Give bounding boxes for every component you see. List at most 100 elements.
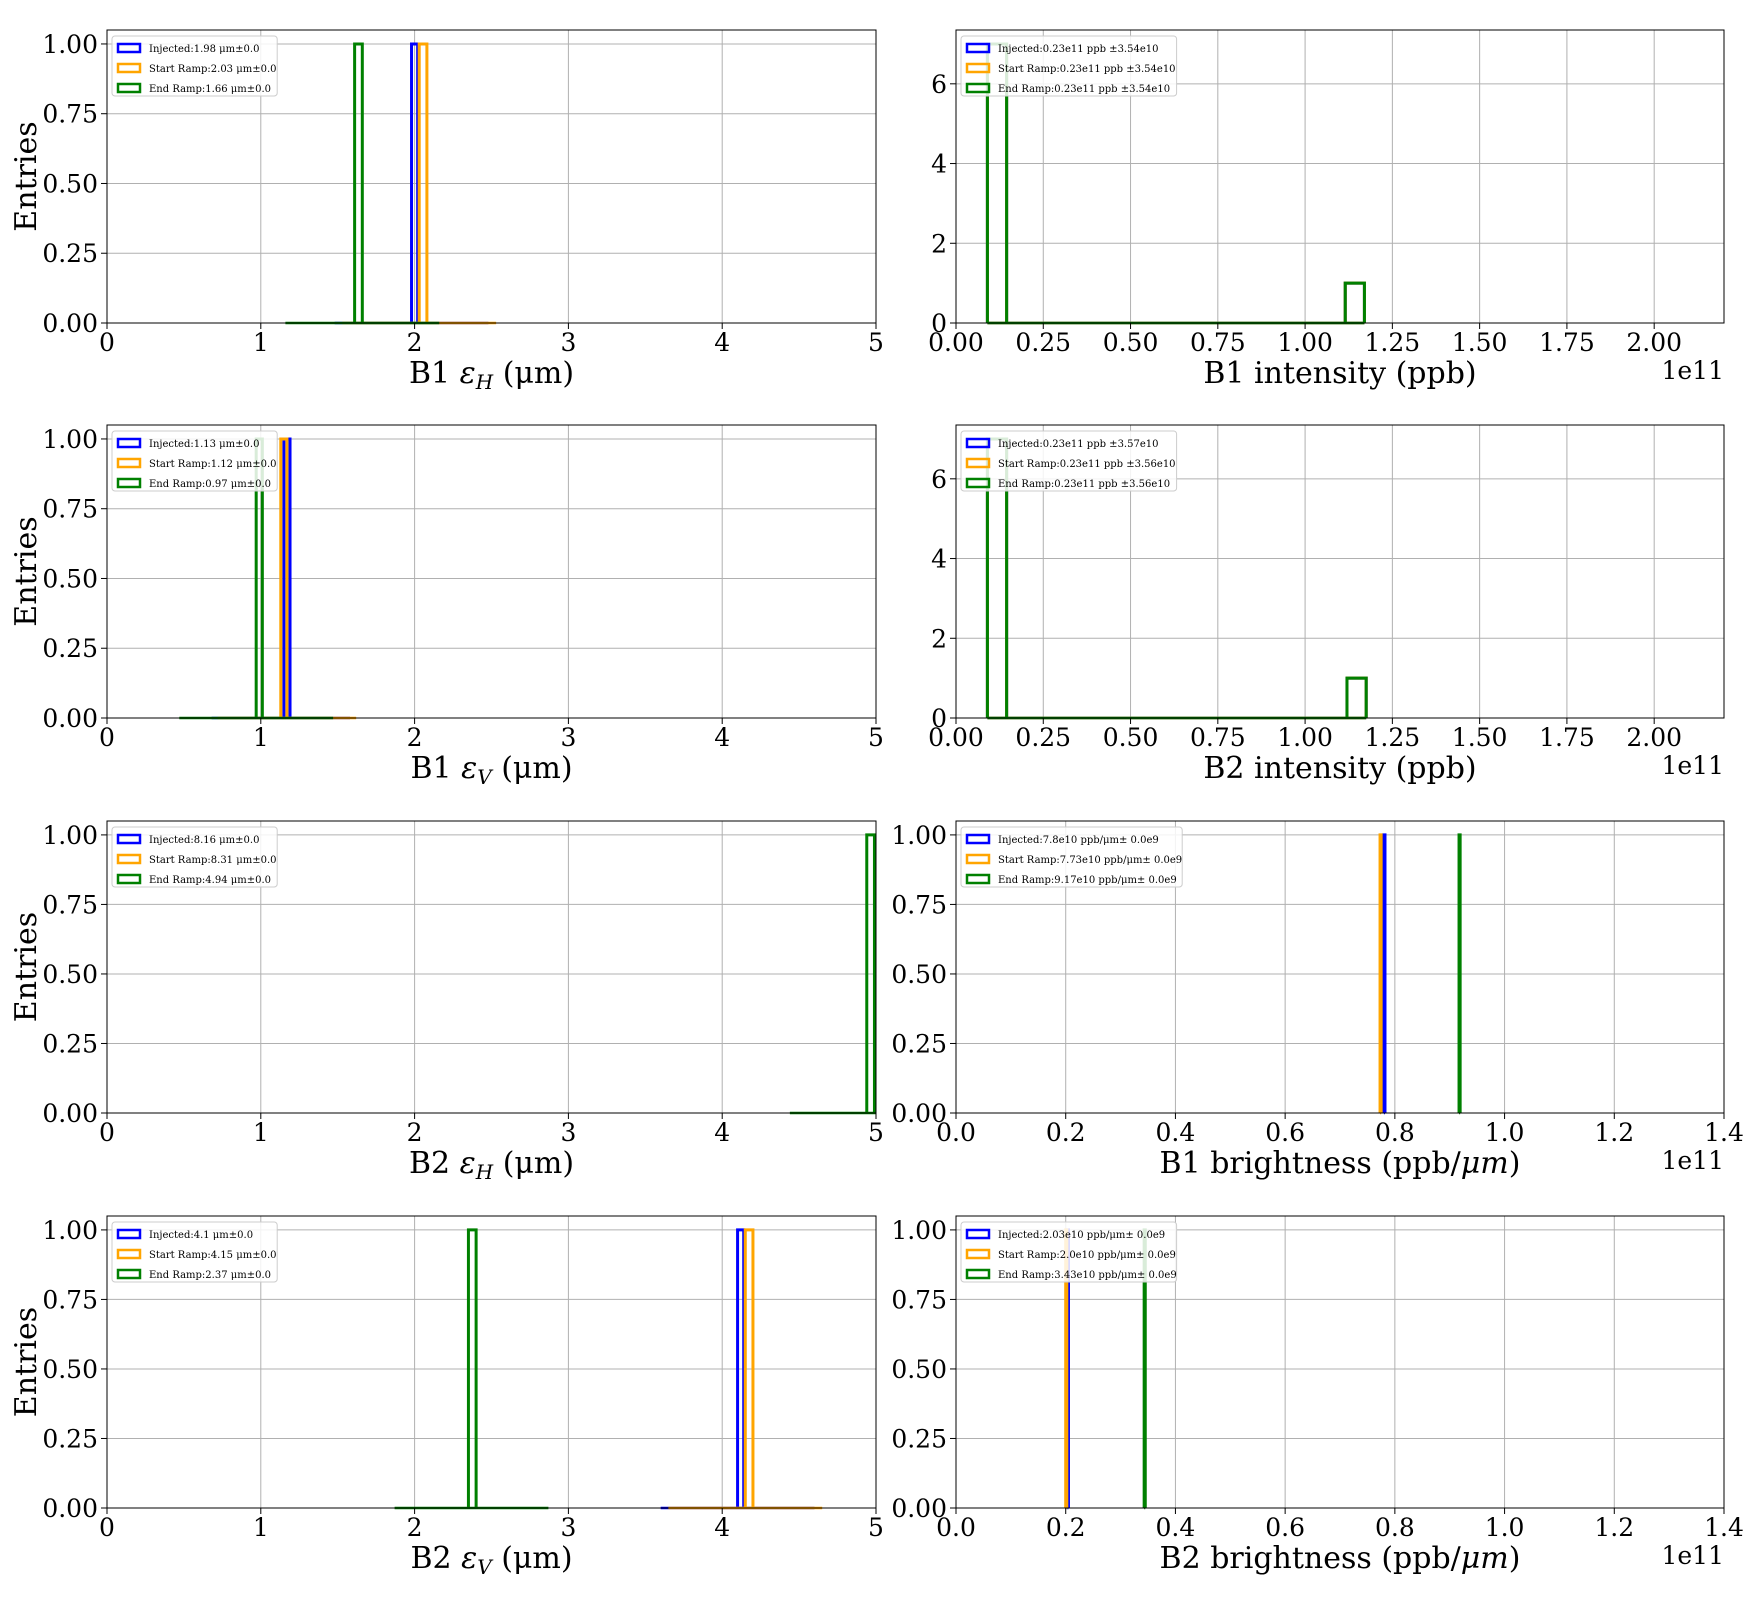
legend-swatch <box>965 1268 991 1280</box>
legend-frame <box>111 1221 278 1283</box>
y-tick-label: 2 <box>931 624 947 653</box>
x-axis-label-main: B2 brightness (ppb/ <box>1160 1541 1462 1576</box>
x-tick-label: 5 <box>868 723 884 752</box>
y-tick-label: 1.00 <box>42 1216 98 1245</box>
x-axis-label: B1 εH (μm) <box>409 356 574 394</box>
x-tick-label: 1.4 <box>1704 1118 1744 1147</box>
legend-swatch <box>116 1228 142 1240</box>
x-tick-label: 0.25 <box>1015 723 1071 752</box>
x-axis-label-unit: (μm) <box>492 751 573 786</box>
panel-3: 0 1 2 3 4 5 0.00 0.25 0.50 0.75 1.00 B1 εV (μm) Entr… <box>9 424 884 789</box>
y-tick-label: 2 <box>931 229 947 258</box>
x-tick-label: 1.25 <box>1365 723 1421 752</box>
x-axis-offset-label: 1e11 <box>1661 751 1724 780</box>
x-tick-label: 3 <box>560 1513 576 1542</box>
legend-entry: End Ramp:9.17e10 ppb/μm± 0.0e9 <box>998 875 1177 886</box>
histogram-bar <box>417 42 429 323</box>
legend-swatch <box>965 873 991 885</box>
x-axis-label: B2 εH (μm) <box>409 1146 574 1184</box>
histogram-bar <box>466 1228 478 1508</box>
x-tick-label: 0.25 <box>1015 328 1071 357</box>
x-tick-label: 2.00 <box>1626 328 1682 357</box>
panel-2: 0.00 0.25 0.50 0.75 1.00 1.25 1.50 1.75 2.00 0 2 4 6… <box>928 29 1725 391</box>
axes-frame <box>955 1215 1725 1509</box>
x-tick-label: 1.75 <box>1539 723 1595 752</box>
x-tick-label: 2 <box>407 723 423 752</box>
x-axis-label-symbol: ε <box>460 1146 476 1181</box>
y-tick-label: 0.25 <box>42 1029 98 1058</box>
legend-frame <box>960 1221 1178 1283</box>
y-tick-label: 0.25 <box>42 239 98 268</box>
x-tick-label: 1.0 <box>1485 1118 1525 1147</box>
panel-8: 0.0 0.2 0.4 0.6 0.8 1.0 1.2 1.4 0.00 0.25 0.50 0.75… <box>891 1215 1744 1576</box>
y-tick-label: 4 <box>931 150 947 179</box>
y-tick-label: 0.50 <box>891 960 947 989</box>
x-tick-label: 0 <box>99 723 115 752</box>
legend-swatch <box>965 42 991 54</box>
legend-swatch <box>116 1248 142 1260</box>
y-tick-label: 0.75 <box>42 1285 98 1314</box>
x-tick-label: 1.00 <box>1277 723 1333 752</box>
x-axis-offset-label: 1e11 <box>1661 356 1724 385</box>
legend-entry: Start Ramp:4.15 μm±0.0 <box>149 1250 277 1261</box>
legend-entry: Injected:4.1 μm±0.0 <box>149 1230 253 1241</box>
legend-swatch <box>965 1228 991 1240</box>
x-tick-label: 2 <box>407 328 423 357</box>
legend: Injected:2.03e10 ppb/μm± 0.0e9 Start Ramp… <box>960 1221 1178 1283</box>
x-axis-label-main: B2 <box>410 1541 461 1576</box>
histogram-bar <box>1457 833 1462 1113</box>
panel-6: 0.0 0.2 0.4 0.6 0.8 1.0 1.2 1.4 0.00 0.25 0.50 0.75… <box>891 820 1744 1181</box>
x-axis-label-subscript: V <box>477 1555 494 1579</box>
x-axis-label-main: B1 intensity (ppb) <box>1203 356 1476 391</box>
legend-entry: End Ramp:3.43e10 ppb/μm± 0.0e9 <box>998 1270 1177 1281</box>
x-tick-label: 0.75 <box>1190 328 1246 357</box>
legend-entry: End Ramp:0.23e11 ppb ±3.56e10 <box>998 479 1170 490</box>
x-tick-label: 0.6 <box>1265 1118 1305 1147</box>
legend-swatch <box>116 457 142 469</box>
y-tick-label: 1.00 <box>891 1216 947 1245</box>
legend-swatch <box>965 437 991 449</box>
y-tick-label: 1.00 <box>42 425 98 454</box>
legend-entry: Start Ramp:7.73e10 ppb/μm± 0.0e9 <box>998 855 1182 866</box>
legend-swatch <box>116 853 142 865</box>
y-tick-label: 0.50 <box>42 169 98 198</box>
y-tick-label: 0.50 <box>42 960 98 989</box>
legend-entry: End Ramp:1.66 μm±0.0 <box>149 84 271 95</box>
legend-frame <box>111 826 278 888</box>
y-axis-label: Entries <box>9 912 44 1022</box>
x-tick-label: 0.2 <box>1046 1118 1086 1147</box>
y-tick-label: 0 <box>931 309 947 338</box>
y-tick-label: 1.00 <box>42 30 98 59</box>
x-tick-label: 1.50 <box>1452 723 1508 752</box>
y-tick-label: 0.50 <box>42 564 98 593</box>
histogram-bar <box>353 42 364 323</box>
x-tick-label: 5 <box>868 328 884 357</box>
x-axis-label-unit: ) <box>1509 1541 1521 1576</box>
x-axis-label-main: B1 <box>409 356 460 391</box>
x-tick-label: 1 <box>253 723 269 752</box>
histogram-bar <box>1343 281 1366 323</box>
y-axis-label: Entries <box>9 121 44 231</box>
x-axis-offset-label: 1e11 <box>1661 1146 1724 1175</box>
legend: Injected:4.1 μm±0.0 Start Ramp:4.15 μm±0.… <box>111 1221 278 1283</box>
y-tick-label: 0.00 <box>891 1494 947 1523</box>
axes-frame <box>955 820 1725 1114</box>
panel-4: 0.00 0.25 0.50 0.75 1.00 1.25 1.50 1.75 2.00 0 2 4 6… <box>928 424 1725 786</box>
x-tick-label: 0.8 <box>1375 1513 1415 1542</box>
histogram-bar <box>1345 676 1368 718</box>
x-tick-label: 0.4 <box>1156 1513 1196 1542</box>
legend-entry: Start Ramp:0.23e11 ppb ±3.56e10 <box>998 459 1176 470</box>
legend-entry: Injected:0.23e11 ppb ±3.57e10 <box>998 439 1158 450</box>
y-tick-label: 0.25 <box>42 634 98 663</box>
legend-swatch <box>116 477 142 489</box>
legend-swatch <box>965 457 991 469</box>
histogram-bar <box>1343 281 1366 323</box>
legend-entry: Injected:0.23e11 ppb ±3.54e10 <box>998 44 1158 55</box>
x-axis-label-main: B2 <box>409 1146 460 1181</box>
y-tick-label: 0.25 <box>891 1029 947 1058</box>
x-tick-label: 0.50 <box>1103 328 1159 357</box>
x-tick-label: 0.0 <box>936 1118 976 1147</box>
y-axis-label: Entries <box>9 1307 44 1417</box>
x-axis-label-subscript: H <box>475 1160 494 1184</box>
x-axis-label-unit: (μm) <box>493 356 574 391</box>
